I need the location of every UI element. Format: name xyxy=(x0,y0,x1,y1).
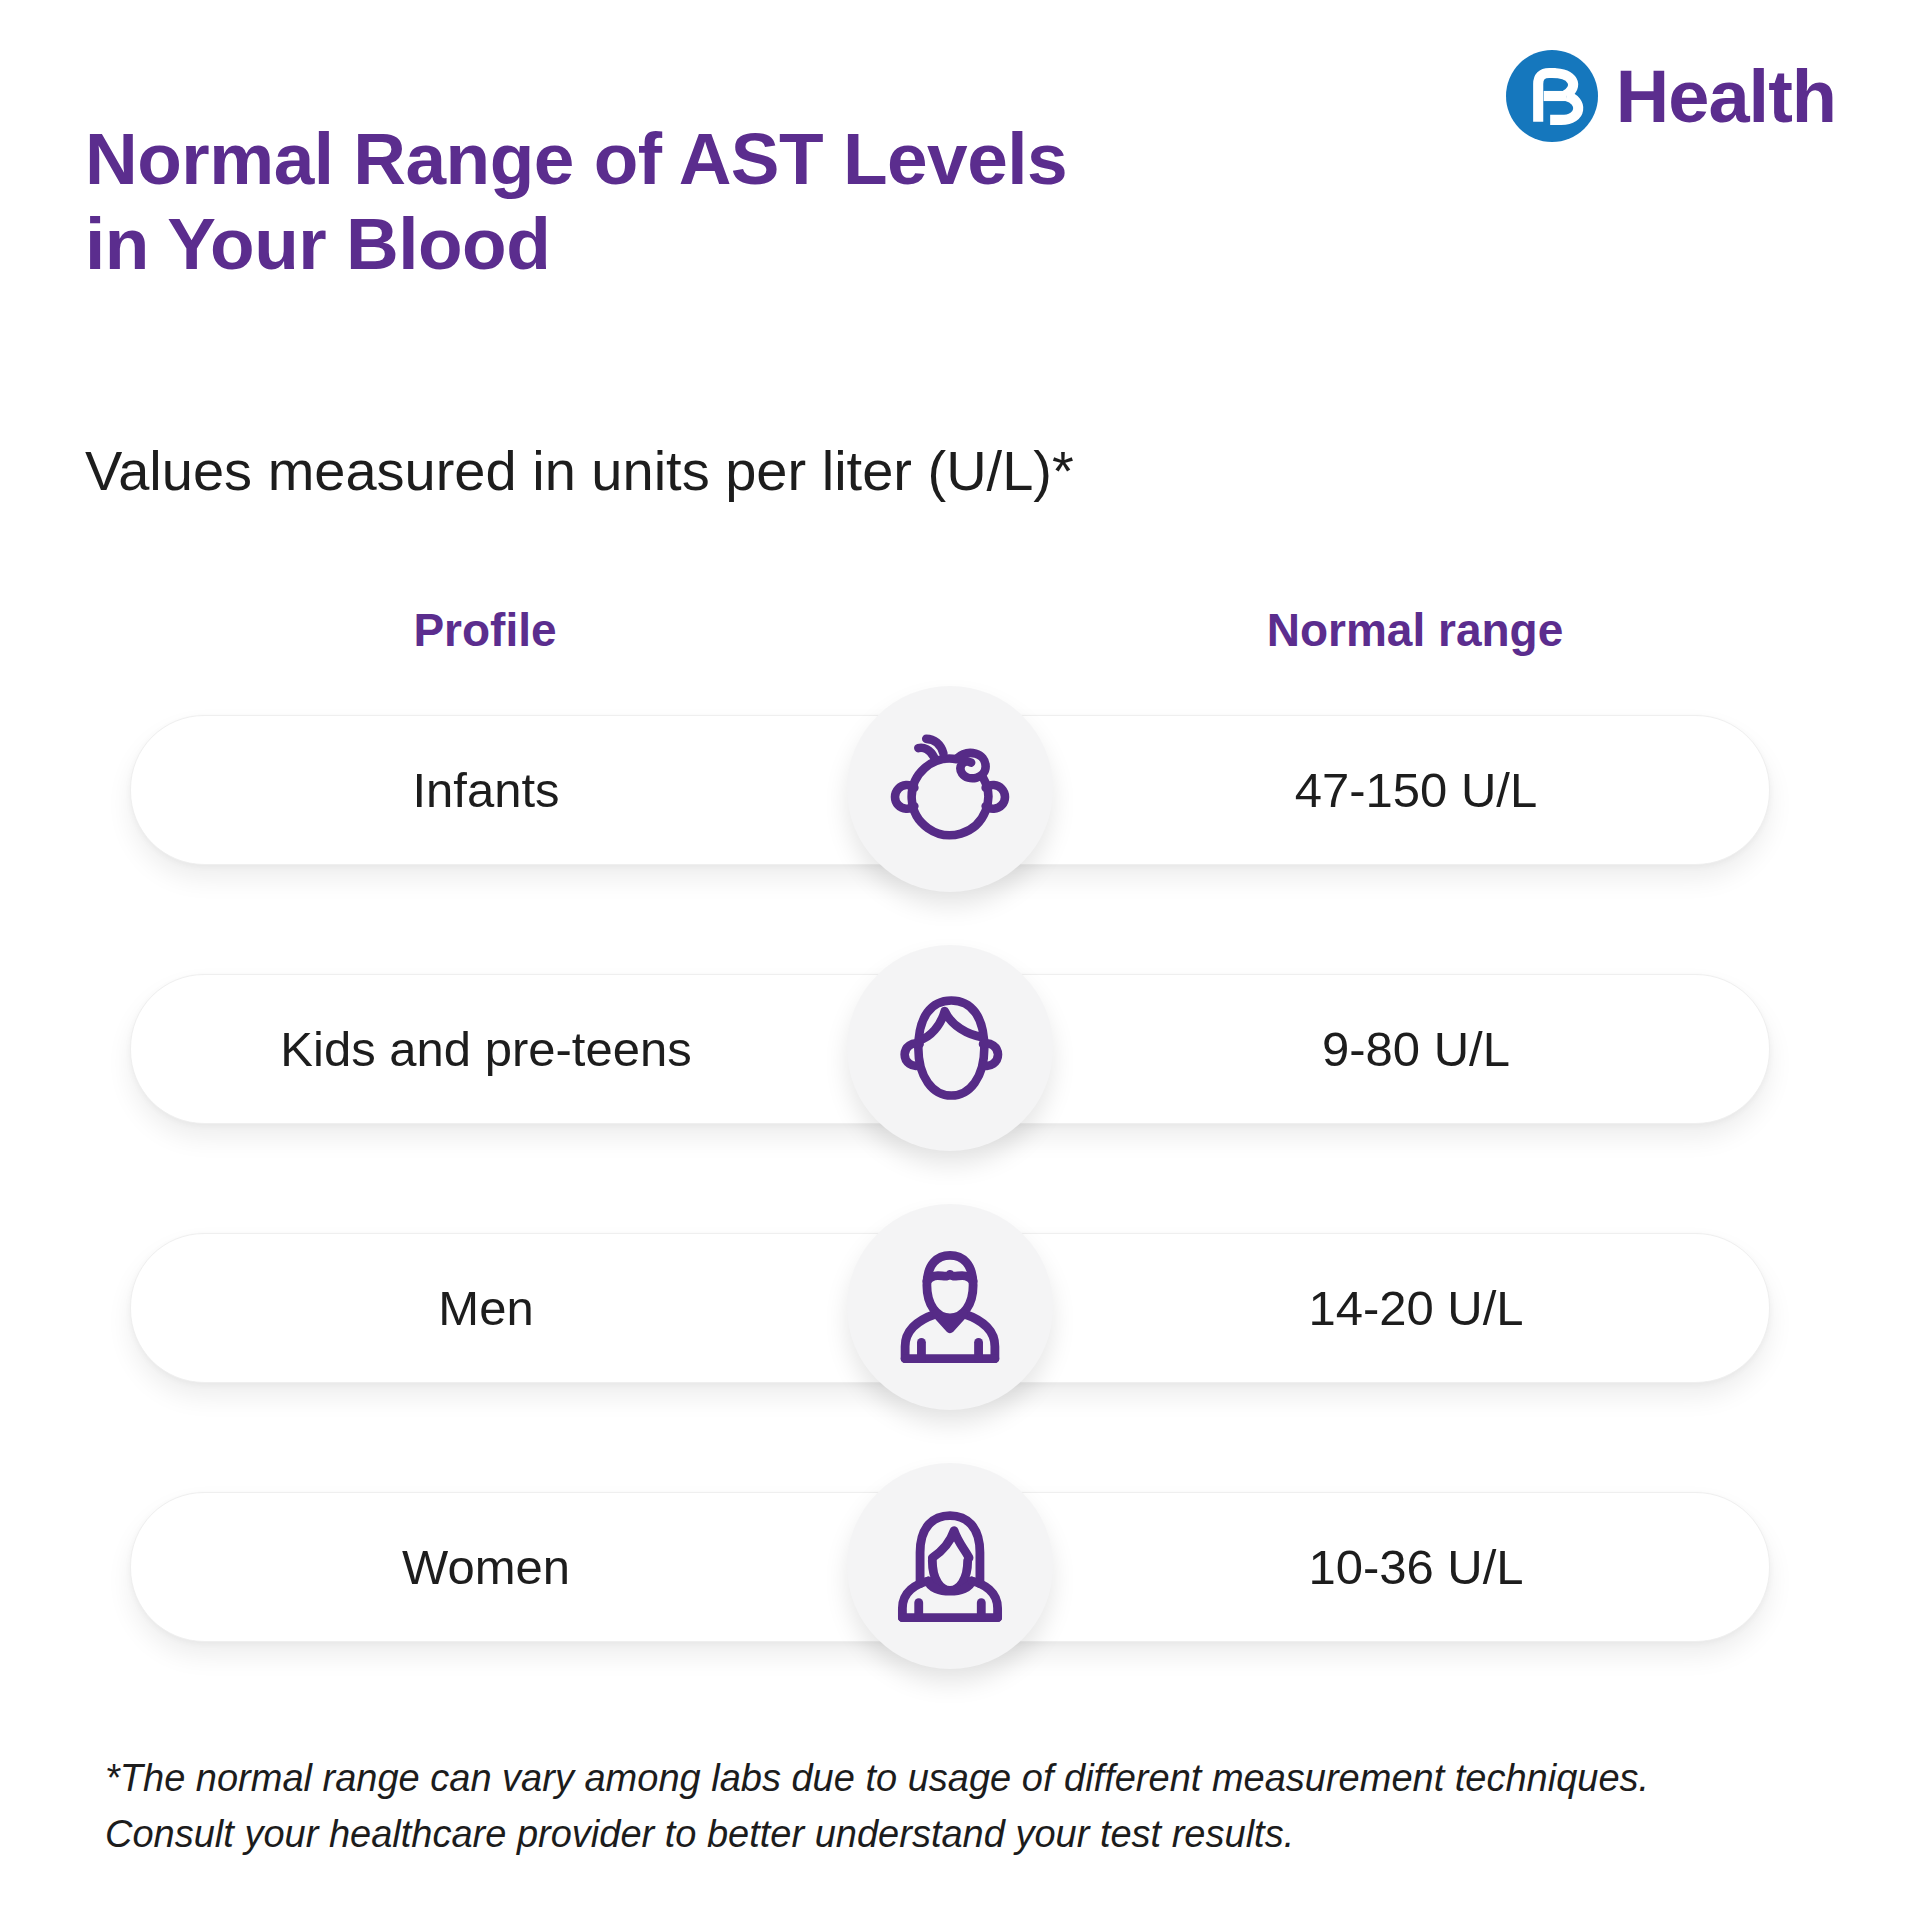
icon-badge xyxy=(847,686,1053,892)
profile-label: Infants xyxy=(131,762,841,818)
brand-logo: Health xyxy=(1506,50,1836,142)
footnote-line-1: *The normal range can vary among labs du… xyxy=(105,1750,1665,1806)
table-row-kids: Kids and pre-teens 9-80 U/L xyxy=(130,945,1770,1151)
table-row-men: Men 14-20 U/L xyxy=(130,1204,1770,1410)
table-header-row: Profile Normal range xyxy=(130,598,1770,662)
profile-label: Men xyxy=(131,1280,841,1336)
baby-icon xyxy=(884,723,1016,855)
brand-logo-text: Health xyxy=(1616,54,1836,139)
table-row-infants: Infants 47-150 U/L xyxy=(130,686,1770,892)
icon-badge xyxy=(847,945,1053,1151)
range-value: 10-36 U/L xyxy=(1061,1539,1771,1595)
ast-range-table: Profile Normal range Infants 47-150 U/L xyxy=(130,598,1770,1722)
woman-icon xyxy=(882,1498,1018,1634)
page-title-line-2: in Your Blood xyxy=(85,203,550,284)
icon-badge xyxy=(847,1204,1053,1410)
range-value: 14-20 U/L xyxy=(1061,1280,1771,1336)
subtitle: Values measured in units per liter (U/L)… xyxy=(85,438,1074,503)
profile-label: Women xyxy=(131,1539,841,1595)
boy-icon xyxy=(884,982,1016,1114)
page-title-line-1: Normal Range of AST Levels xyxy=(85,118,1067,199)
range-value: 9-80 U/L xyxy=(1061,1021,1771,1077)
bajaj-finserv-logo-icon xyxy=(1506,50,1598,142)
footnote: *The normal range can vary among labs du… xyxy=(105,1750,1665,1862)
footnote-line-2: Consult your healthcare provider to bett… xyxy=(105,1806,1665,1862)
page-title: Normal Range of AST Levels in Your Blood xyxy=(85,116,1067,287)
icon-badge xyxy=(847,1463,1053,1669)
ast-levels-infographic: Health Normal Range of AST Levels in You… xyxy=(0,0,1920,1920)
man-icon xyxy=(882,1239,1018,1375)
column-header-normal-range: Normal range xyxy=(1060,603,1770,657)
profile-label: Kids and pre-teens xyxy=(131,1021,841,1077)
range-value: 47-150 U/L xyxy=(1061,762,1771,818)
column-header-profile: Profile xyxy=(130,603,840,657)
table-row-women: Women 10-36 U/L xyxy=(130,1463,1770,1669)
